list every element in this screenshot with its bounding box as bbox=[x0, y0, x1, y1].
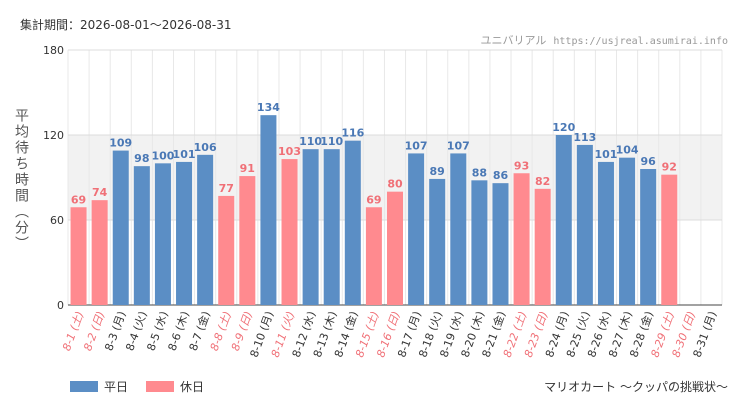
bar-value-label: 134 bbox=[257, 101, 280, 114]
bar-value-label: 69 bbox=[366, 193, 381, 206]
y-tick-label: 0 bbox=[57, 299, 64, 312]
bar-value-label: 113 bbox=[573, 131, 596, 144]
legend-item-weekday: 平日 bbox=[70, 378, 128, 395]
bar-value-label: 89 bbox=[430, 165, 445, 178]
bar bbox=[513, 173, 530, 305]
y-tick-label: 60 bbox=[50, 214, 64, 227]
bar bbox=[534, 188, 551, 305]
y-tick-label: 120 bbox=[43, 129, 64, 142]
bar bbox=[408, 153, 425, 305]
bar-value-label: 116 bbox=[341, 127, 364, 140]
bar bbox=[239, 176, 256, 305]
bar bbox=[640, 169, 657, 305]
bar bbox=[91, 200, 108, 305]
site-name: ユニバリアル bbox=[480, 34, 547, 47]
bar-value-label: 77 bbox=[219, 182, 234, 195]
bar bbox=[429, 178, 446, 305]
bar bbox=[597, 161, 614, 305]
legend-label-weekday: 平日 bbox=[104, 380, 129, 394]
bar bbox=[218, 195, 235, 305]
collection-period: 集計期間：2026-08-01～2026-08-31 bbox=[20, 18, 232, 32]
bar-value-label: 104 bbox=[616, 144, 639, 157]
bar-value-label: 101 bbox=[173, 148, 196, 161]
bar-value-label: 82 bbox=[535, 175, 550, 188]
bar-value-label: 80 bbox=[387, 178, 403, 191]
bar bbox=[70, 207, 87, 305]
site-url[interactable]: https://usjreal.asumirai.info bbox=[553, 36, 728, 47]
bar-value-label: 103 bbox=[278, 145, 301, 158]
bar bbox=[661, 174, 678, 305]
bar-value-label: 107 bbox=[447, 139, 470, 152]
bar-value-label: 101 bbox=[594, 148, 617, 161]
bar-value-label: 88 bbox=[472, 166, 487, 179]
legend-swatch-holiday bbox=[146, 381, 175, 392]
bar bbox=[344, 140, 361, 305]
bar-value-label: 69 bbox=[71, 193, 86, 206]
bar bbox=[387, 191, 403, 305]
bar-value-label: 120 bbox=[552, 121, 575, 134]
bar bbox=[365, 207, 382, 305]
bar bbox=[492, 183, 509, 305]
legend-label-holiday: 休日 bbox=[180, 380, 205, 394]
bar bbox=[260, 115, 277, 306]
bar bbox=[576, 144, 593, 305]
bar bbox=[471, 180, 488, 305]
bar-value-label: 110 bbox=[299, 135, 322, 148]
bar bbox=[112, 150, 129, 305]
bar-value-label: 86 bbox=[493, 169, 509, 182]
site-credit[interactable]: ユニバリアル https://usjreal.asumirai.info bbox=[481, 32, 729, 48]
bar bbox=[323, 149, 340, 305]
bar-value-label: 100 bbox=[151, 149, 174, 162]
chart-legend: 平日 休日 bbox=[70, 378, 204, 395]
legend-swatch-weekday bbox=[70, 381, 98, 392]
bar bbox=[619, 157, 636, 305]
bar-value-label: 92 bbox=[662, 161, 677, 174]
bar-value-label: 74 bbox=[92, 186, 108, 199]
bar-value-label: 91 bbox=[240, 162, 255, 175]
bar bbox=[555, 135, 572, 305]
bar bbox=[176, 161, 193, 305]
bar-value-label: 98 bbox=[134, 152, 149, 165]
y-axis-label: 平均待ち時間（分） bbox=[13, 108, 29, 252]
bar-value-label: 93 bbox=[514, 159, 529, 172]
bar bbox=[450, 153, 467, 305]
bar-value-label: 107 bbox=[405, 139, 428, 152]
bar bbox=[154, 163, 171, 305]
legend-item-holiday: 休日 bbox=[146, 378, 204, 395]
bar bbox=[281, 159, 298, 305]
bar-value-label: 109 bbox=[109, 137, 132, 150]
bar bbox=[302, 149, 319, 305]
bar-value-label: 106 bbox=[194, 141, 217, 154]
bar bbox=[133, 166, 150, 305]
bar bbox=[197, 154, 214, 305]
y-tick-label: 180 bbox=[43, 44, 64, 57]
bar-value-label: 110 bbox=[320, 135, 343, 148]
attraction-name: マリオカート 〜クッパの挑戦状〜 bbox=[544, 380, 728, 394]
bar-value-label: 96 bbox=[641, 155, 657, 168]
